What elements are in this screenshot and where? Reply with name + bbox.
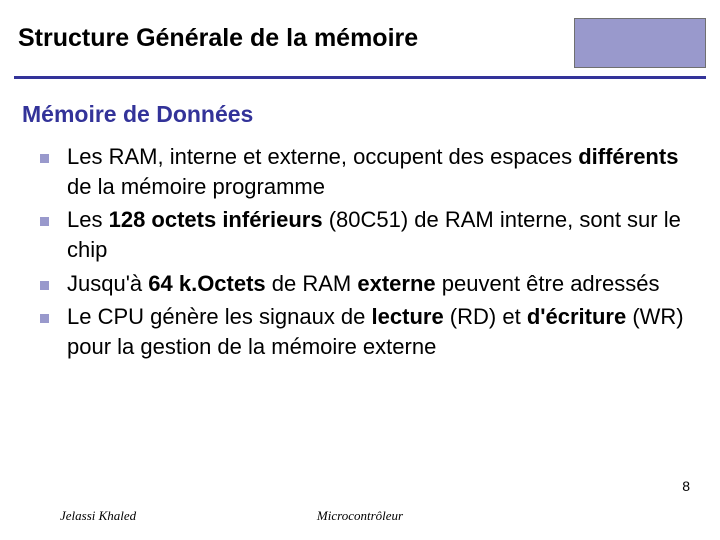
title-row: Structure Générale de la mémoire: [0, 0, 720, 68]
footer-author: Jelassi Khaled: [60, 508, 136, 524]
bullet-list: Les RAM, interne et externe, occupent de…: [40, 142, 690, 362]
list-item: Jusqu'à 64 k.Octets de RAM externe peuve…: [40, 269, 690, 299]
bullet-text: Les 128 octets inférieurs (80C51) de RAM…: [67, 205, 690, 264]
list-item: Les 128 octets inférieurs (80C51) de RAM…: [40, 205, 690, 264]
list-item: Les RAM, interne et externe, occupent de…: [40, 142, 690, 201]
bullet-icon: [40, 281, 49, 290]
bullet-text: Le CPU génère les signaux de lecture (RD…: [67, 302, 690, 361]
bullet-text: Les RAM, interne et externe, occupent de…: [67, 142, 690, 201]
slide-title: Structure Générale de la mémoire: [18, 18, 574, 68]
bullet-icon: [40, 154, 49, 163]
accent-box: [574, 18, 706, 68]
bullet-icon: [40, 314, 49, 323]
list-item: Le CPU génère les signaux de lecture (RD…: [40, 302, 690, 361]
title-rule: [14, 76, 706, 79]
bullet-text: Jusqu'à 64 k.Octets de RAM externe peuve…: [67, 269, 659, 299]
page-number: 8: [682, 478, 690, 494]
slide: Structure Générale de la mémoire Mémoire…: [0, 0, 720, 540]
slide-subtitle: Mémoire de Données: [22, 101, 720, 128]
bullet-icon: [40, 217, 49, 226]
